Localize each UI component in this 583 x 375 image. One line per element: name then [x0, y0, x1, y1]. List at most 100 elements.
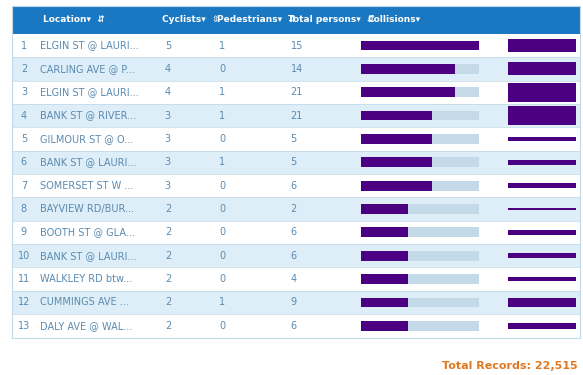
Text: 0: 0	[219, 251, 226, 261]
Text: SOMERSET ST W ...: SOMERSET ST W ...	[40, 181, 133, 190]
Text: CARLING AVE @ P...: CARLING AVE @ P...	[40, 64, 135, 74]
Bar	[361, 181, 479, 190]
Text: 6: 6	[290, 321, 297, 331]
Text: 2: 2	[21, 64, 27, 74]
Text: BANK ST @ RIVER...: BANK ST @ RIVER...	[40, 111, 136, 121]
Bar	[12, 197, 580, 221]
Text: 2: 2	[290, 204, 297, 214]
Text: 2: 2	[165, 251, 171, 261]
Text: 0: 0	[219, 227, 226, 237]
Bar	[361, 321, 408, 331]
Text: 0: 0	[219, 134, 226, 144]
Text: 1: 1	[219, 87, 226, 97]
Text: 3: 3	[165, 157, 171, 167]
Text: 3: 3	[165, 181, 171, 190]
Text: 2: 2	[165, 321, 171, 331]
Text: 4: 4	[290, 274, 297, 284]
Text: 21: 21	[290, 111, 303, 121]
Text: 6: 6	[290, 181, 297, 190]
Text: 3: 3	[21, 87, 27, 97]
Text: BAYVIEW RD/BUR...: BAYVIEW RD/BUR...	[40, 204, 134, 214]
Bar	[361, 40, 479, 50]
Text: 0: 0	[219, 64, 226, 74]
Bar	[212, 6, 283, 34]
Bar	[361, 251, 408, 261]
Bar	[361, 204, 479, 214]
Bar	[12, 267, 580, 291]
Bar	[361, 181, 431, 190]
Text: 7: 7	[21, 181, 27, 190]
Bar	[12, 314, 580, 338]
Text: 5: 5	[21, 134, 27, 144]
Text: 1: 1	[219, 157, 226, 167]
Text: 0: 0	[219, 321, 226, 331]
Text: 2: 2	[165, 297, 171, 307]
Bar	[361, 64, 479, 74]
Bar	[508, 63, 575, 75]
Text: 10: 10	[17, 251, 30, 261]
Text: 12: 12	[17, 297, 30, 307]
Bar	[361, 134, 431, 144]
Bar	[361, 64, 455, 74]
Bar	[361, 111, 431, 120]
Text: 1: 1	[21, 40, 27, 51]
Text: Collisions▾: Collisions▾	[368, 15, 421, 24]
Bar	[361, 228, 479, 237]
Bar	[12, 127, 580, 151]
Bar	[12, 34, 580, 57]
Bar	[12, 221, 580, 244]
Text: BANK ST @ LAURI...: BANK ST @ LAURI...	[40, 251, 136, 261]
Text: 5: 5	[290, 134, 297, 144]
Text: BOOTH ST @ GLA...: BOOTH ST @ GLA...	[40, 227, 135, 237]
Text: BANK ST @ LAURI...: BANK ST @ LAURI...	[40, 157, 136, 167]
Text: 6: 6	[290, 227, 297, 237]
Bar	[12, 81, 580, 104]
Text: 14: 14	[290, 64, 303, 74]
Text: 5: 5	[290, 157, 297, 167]
Text: 4: 4	[21, 111, 27, 121]
Text: 8: 8	[21, 204, 27, 214]
Text: 1: 1	[219, 111, 226, 121]
Bar	[12, 57, 580, 81]
Bar	[361, 134, 479, 144]
Text: 1: 1	[219, 297, 226, 307]
Bar	[361, 158, 431, 167]
Text: 1: 1	[219, 40, 226, 51]
Text: DALY AVE @ WAL...: DALY AVE @ WAL...	[40, 321, 132, 331]
Text: 9: 9	[290, 297, 297, 307]
Text: Total persons▾  ⇵: Total persons▾ ⇵	[287, 15, 374, 24]
Text: Pedestrians▾  ⇵: Pedestrians▾ ⇵	[216, 15, 296, 24]
Bar	[508, 298, 575, 307]
Bar	[508, 160, 575, 165]
Text: ELGIN ST @ LAURI...: ELGIN ST @ LAURI...	[40, 87, 138, 97]
Bar	[283, 6, 354, 34]
Bar	[508, 253, 575, 258]
Bar	[361, 297, 479, 307]
Text: Cyclists▾  ⇳: Cyclists▾ ⇳	[161, 15, 219, 24]
Bar	[12, 174, 580, 197]
Bar	[508, 39, 575, 53]
Text: 6: 6	[290, 251, 297, 261]
Text: 0: 0	[219, 274, 226, 284]
Bar	[508, 230, 575, 235]
Bar	[508, 208, 575, 210]
Text: Total Records: 22,515: Total Records: 22,515	[441, 361, 577, 370]
Bar	[12, 151, 580, 174]
Text: 0: 0	[219, 181, 226, 190]
Bar	[354, 6, 580, 34]
Text: 11: 11	[17, 274, 30, 284]
Text: GILMOUR ST @ O...: GILMOUR ST @ O...	[40, 134, 133, 144]
Text: 15: 15	[290, 40, 303, 51]
Text: 5: 5	[165, 40, 171, 51]
Text: 2: 2	[165, 227, 171, 237]
Bar	[12, 6, 580, 338]
Text: Location▾  ⇵: Location▾ ⇵	[44, 15, 105, 24]
Bar	[508, 323, 575, 328]
Bar	[361, 274, 479, 284]
Bar	[508, 136, 575, 141]
Bar	[361, 274, 408, 284]
Bar	[361, 111, 479, 120]
Bar	[361, 297, 408, 307]
Bar	[361, 87, 479, 97]
Text: 6: 6	[21, 157, 27, 167]
